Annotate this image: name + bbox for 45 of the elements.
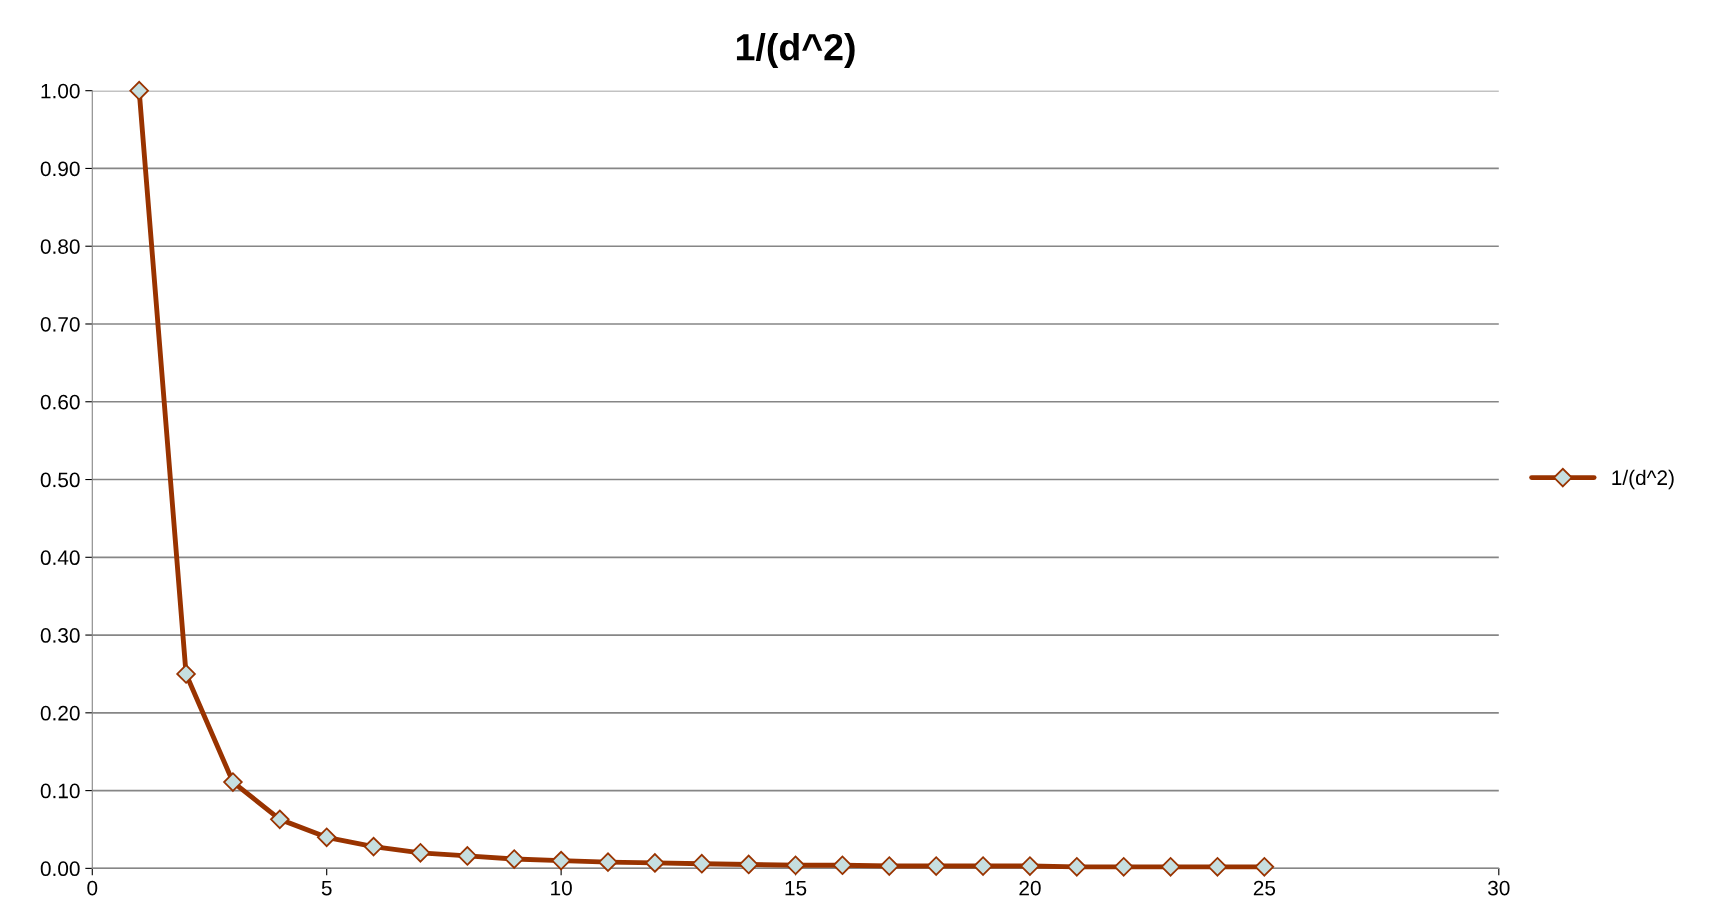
point [176,664,196,684]
point [785,855,806,876]
y-tick-label: 0.10 [40,783,80,799]
y-tick-label: 0.00 [40,861,80,877]
point [1067,857,1087,877]
point [973,856,993,876]
point [1207,857,1228,877]
point [645,853,665,873]
point [457,846,478,866]
x-tick-label: 0 [87,880,98,896]
y-tick-label: 0.60 [40,394,80,410]
x-tick-label: 15 [785,880,807,896]
x-tick-label: 10 [551,880,572,896]
point [1020,856,1040,876]
y-tick-label: 0.90 [40,161,80,177]
x-tick-label: 25 [1253,880,1276,896]
point [1160,857,1181,877]
y-tick-label: 0.50 [40,472,80,488]
y-tick-label: 0.40 [40,550,80,566]
point [832,855,853,876]
point [270,809,290,830]
point [879,856,900,876]
point [551,850,571,871]
point [926,856,946,876]
point [363,836,384,857]
x-tick-label: 20 [1019,880,1041,896]
y-tick-label: 1.00 [41,83,80,99]
point [1254,857,1275,877]
point [692,853,712,874]
y-tick-label: 0.20 [40,705,80,721]
point [410,843,431,863]
x-tick-label: 30 [1488,880,1510,896]
chart-title: 1/(d^2) [736,32,855,68]
point [129,80,149,101]
point [223,772,243,792]
y-tick-label: 0.70 [40,316,80,332]
point [1113,857,1134,877]
y-tick-label: 0.80 [40,239,80,254]
point [598,852,618,872]
point [738,854,759,875]
point [316,827,337,848]
x-tick-label: 5 [321,880,332,896]
legend-label: 1/(d^2) [1612,469,1674,490]
y-tick-label: 0.30 [40,628,80,643]
point [504,849,524,869]
